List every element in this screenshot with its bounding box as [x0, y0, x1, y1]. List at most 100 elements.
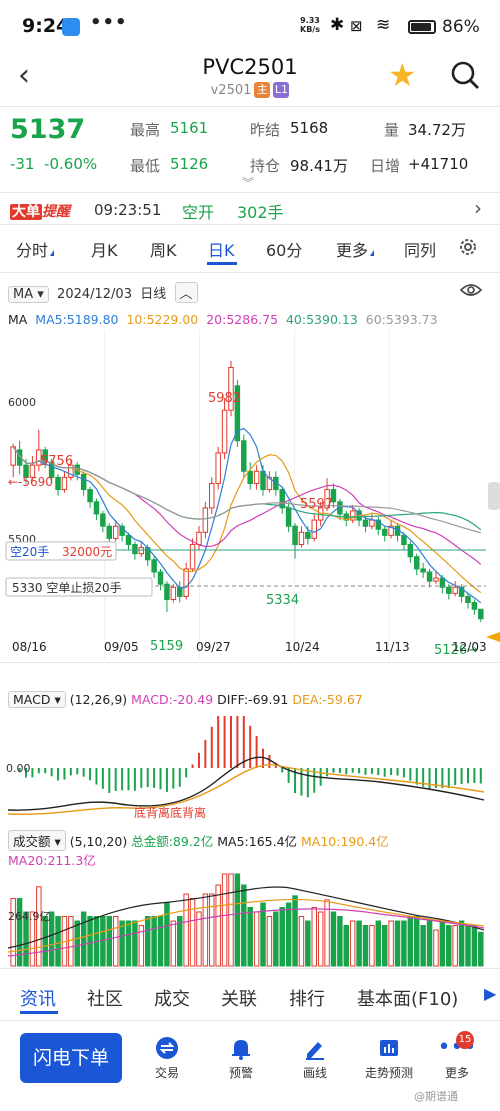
stop-loss-tag[interactable]: 5330 空单止损20手 — [5, 577, 153, 597]
volume-bar — [298, 916, 305, 967]
volume-bar — [36, 886, 42, 967]
volume-bar — [48, 911, 55, 967]
prev-settle-label: 昨结 — [250, 121, 281, 139]
candle-body — [279, 489, 285, 509]
trend-predict-button[interactable]: 走势预测 — [354, 1036, 424, 1081]
volume-bar — [157, 916, 164, 967]
volume-bar — [381, 925, 388, 967]
volume-bar — [317, 911, 324, 967]
date-label: 09/27 — [196, 640, 231, 654]
volume-bar — [125, 920, 132, 967]
volume-chart[interactable]: 264.9亿 — [0, 868, 500, 968]
volume-bar — [16, 898, 23, 967]
date-label: 12/03 — [452, 640, 487, 654]
volume-bar — [273, 911, 279, 967]
position-value: 32000元 — [62, 545, 112, 559]
eye-icon[interactable] — [459, 282, 483, 302]
tabs-scroll-right-icon[interactable]: ▶ — [484, 984, 497, 1003]
tab-trades[interactable]: 成交 — [154, 989, 190, 1010]
daily-inc-value: +41710 — [408, 155, 469, 173]
ma5-value: MA5:5189.80 — [35, 312, 119, 327]
candle-body — [151, 559, 157, 573]
favorite-star-icon[interactable]: ★ — [388, 56, 417, 94]
volume-bar — [151, 916, 157, 967]
candle-body — [215, 452, 221, 484]
volume-ma20: MA20:211.3亿 — [8, 853, 96, 868]
collapse-button[interactable]: ︿ — [174, 282, 198, 303]
tab-same-list[interactable]: 同列 — [404, 241, 437, 260]
tab-community[interactable]: 社区 — [87, 989, 123, 1010]
tab-intraday[interactable]: 分时 — [16, 237, 55, 261]
marker-5982: 5982 — [208, 391, 241, 406]
volume-bar — [68, 916, 74, 967]
candle-body — [426, 571, 433, 582]
candle-body — [80, 473, 87, 491]
tab-related[interactable]: 关联 — [221, 989, 257, 1010]
marker-5159: 5159 — [150, 639, 183, 654]
open-interest-label: 持仓 — [250, 157, 281, 175]
draw-line-button[interactable]: 画线 — [280, 1036, 350, 1081]
candle-body — [369, 519, 375, 527]
alert-button[interactable]: 预警 — [206, 1036, 276, 1081]
volume-bar — [305, 920, 311, 967]
marker-5126: 5126→ — [434, 643, 478, 658]
tab-daily[interactable]: 日K — [208, 241, 235, 260]
volume-bar — [356, 920, 362, 967]
tab-monthly[interactable]: 月K — [91, 241, 118, 260]
volume-bar — [452, 925, 458, 967]
alert-volume: 302手 — [237, 203, 284, 222]
marker-5334: 5334 — [266, 593, 299, 608]
volume-bar — [234, 873, 241, 967]
volume-bar — [369, 925, 375, 967]
candle-body — [414, 556, 420, 570]
expand-chevron-icon[interactable]: ︾ — [242, 176, 255, 190]
volume-bar — [279, 907, 285, 967]
chart-header: MA ▾ 2024/12/03 日线 ︿ — [8, 282, 198, 303]
candle-body — [209, 482, 215, 509]
watermark: @期谱通 — [414, 1090, 458, 1103]
candle-body — [324, 489, 330, 509]
volume-bar — [375, 920, 382, 967]
ma20-value: 20:5286.75 — [206, 312, 279, 327]
tab-60min[interactable]: 60分 — [266, 241, 303, 260]
volume-select[interactable]: 成交额 ▾ — [8, 830, 66, 851]
candle-body — [407, 544, 414, 558]
tab-news[interactable]: 资讯 — [20, 989, 56, 1010]
candle-body — [266, 476, 273, 491]
sim-off-icon: ⊠ — [350, 17, 363, 35]
flash-order-button[interactable]: 闪电下单 — [20, 1033, 122, 1083]
candle-body — [478, 608, 484, 620]
more-notifications-icon: ••• — [90, 12, 128, 33]
high-label: 最高 — [130, 121, 161, 139]
battery-icon — [408, 20, 436, 34]
volume-bar — [478, 931, 484, 967]
date-label: 08/16 — [12, 640, 47, 654]
alert-more-chevron-icon[interactable]: › — [474, 196, 482, 220]
alert-time: 09:23:51 — [94, 201, 162, 219]
volume-bar — [74, 920, 80, 967]
position-tag[interactable]: 空20手 32000元 — [5, 541, 117, 561]
macd-select[interactable]: MACD ▾ — [8, 691, 66, 708]
indicator-select[interactable]: MA ▾ — [8, 286, 49, 303]
volume-bar — [285, 902, 292, 967]
tab-fundamentals[interactable]: 基本面(F10) — [357, 989, 459, 1010]
level-label-5690: ←-5690 — [8, 475, 53, 489]
level-tag: L1 — [273, 82, 290, 98]
gear-icon[interactable] — [457, 236, 479, 262]
ma40-value: 40:5390.13 — [285, 312, 358, 327]
divider — [0, 662, 500, 663]
date-axis: 08/16 09/05 09/27 10/24 11/13 12/03 — [0, 638, 500, 660]
tab-ranking[interactable]: 排行 — [289, 989, 325, 1010]
candlestick-chart[interactable]: 6000 5500 ←-5690 5455 空20手 32000元 5330 空… — [0, 330, 500, 660]
tab-more[interactable]: 更多 — [336, 237, 375, 261]
candle-body — [381, 528, 388, 536]
candle-body — [221, 409, 228, 454]
macd-chart[interactable]: 0.00 底背离底背离 — [0, 712, 500, 822]
search-icon[interactable] — [450, 60, 480, 94]
network-speed: 9.33 KB/s — [300, 16, 320, 34]
scroll-handle[interactable] — [488, 482, 500, 510]
tab-weekly[interactable]: 周K — [150, 241, 177, 260]
status-bar: 9:24 ••• 9.33 KB/s ✱ ⊠ ≋ 86% — [0, 0, 500, 50]
back-button[interactable]: ‹ — [18, 58, 30, 93]
trade-button[interactable]: 交易 — [132, 1036, 202, 1081]
